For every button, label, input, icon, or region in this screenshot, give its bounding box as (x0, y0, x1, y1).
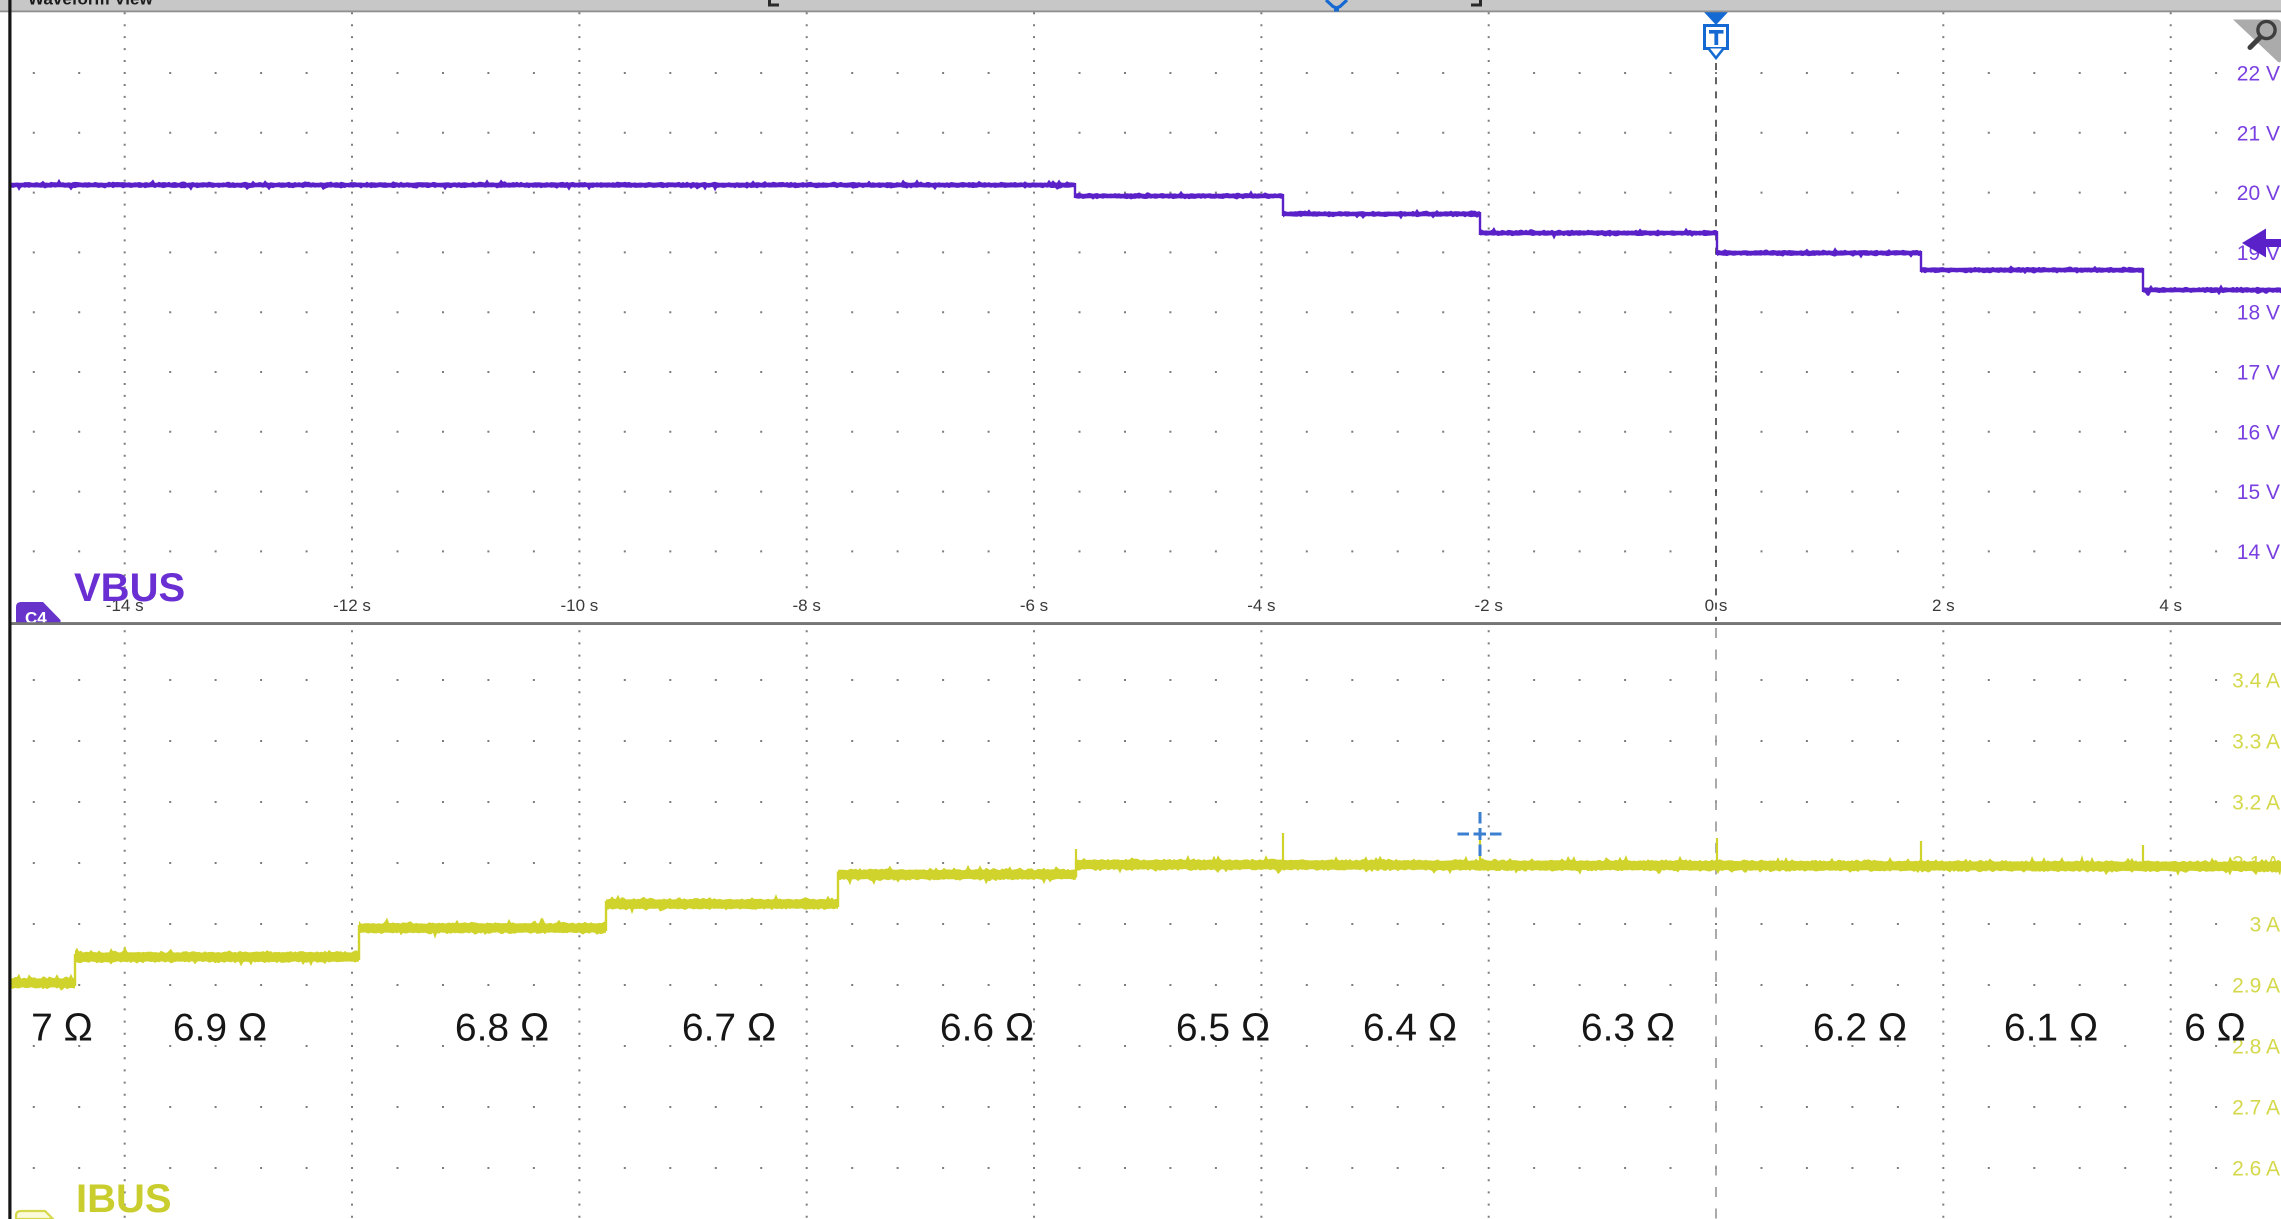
svg-text:6.7 Ω: 6.7 Ω (682, 1007, 776, 1050)
svg-text:6.6 Ω: 6.6 Ω (940, 1007, 1034, 1050)
svg-text:2.8 A: 2.8 A (2232, 1036, 2280, 1059)
svg-text:6 Ω: 6 Ω (2184, 1007, 2246, 1050)
svg-text:VBUS: VBUS (74, 566, 185, 610)
svg-text:15 V: 15 V (2237, 481, 2280, 504)
svg-text:2.6 A: 2.6 A (2232, 1158, 2280, 1181)
svg-text:7 Ω: 7 Ω (31, 1007, 93, 1050)
svg-text:Waveform View: Waveform View (28, 0, 153, 9)
svg-text:-14 s: -14 s (106, 596, 144, 615)
svg-text:-12 s: -12 s (333, 596, 371, 615)
svg-text:-10 s: -10 s (561, 596, 599, 615)
svg-text:3.2 A: 3.2 A (2232, 792, 2280, 815)
svg-text:6.3 Ω: 6.3 Ω (1581, 1007, 1675, 1050)
svg-text:16 V: 16 V (2237, 421, 2280, 444)
svg-text:14 V: 14 V (2237, 541, 2280, 564)
svg-text:18 V: 18 V (2237, 302, 2280, 325)
svg-text:6.4 Ω: 6.4 Ω (1363, 1007, 1457, 1050)
svg-text:-8 s: -8 s (793, 596, 821, 615)
svg-text:6.2 Ω: 6.2 Ω (1813, 1007, 1907, 1050)
svg-text:2.7 A: 2.7 A (2232, 1097, 2280, 1120)
svg-text:6.1 Ω: 6.1 Ω (2004, 1007, 2098, 1050)
svg-text:-4 s: -4 s (1247, 596, 1275, 615)
svg-text:4 s: 4 s (2159, 596, 2182, 615)
svg-text:20 V: 20 V (2237, 182, 2280, 205)
svg-text:3.4 A: 3.4 A (2232, 670, 2280, 693)
svg-text:19 V: 19 V (2237, 242, 2280, 265)
svg-text:-2 s: -2 s (1475, 596, 1503, 615)
svg-text:22 V: 22 V (2237, 63, 2280, 86)
svg-text:3.3 A: 3.3 A (2232, 731, 2280, 754)
svg-text:IBUS: IBUS (76, 1177, 172, 1219)
svg-text:6.8 Ω: 6.8 Ω (455, 1007, 549, 1050)
svg-text:6.9 Ω: 6.9 Ω (173, 1007, 267, 1050)
svg-text:17 V: 17 V (2237, 362, 2280, 385)
svg-text:2.9 A: 2.9 A (2232, 975, 2280, 998)
svg-text:21 V: 21 V (2237, 122, 2280, 145)
svg-text:6.5 Ω: 6.5 Ω (1176, 1007, 1270, 1050)
svg-text:2 s: 2 s (1932, 596, 1955, 615)
svg-text:-6 s: -6 s (1020, 596, 1048, 615)
svg-text:3 A: 3 A (2250, 914, 2280, 937)
